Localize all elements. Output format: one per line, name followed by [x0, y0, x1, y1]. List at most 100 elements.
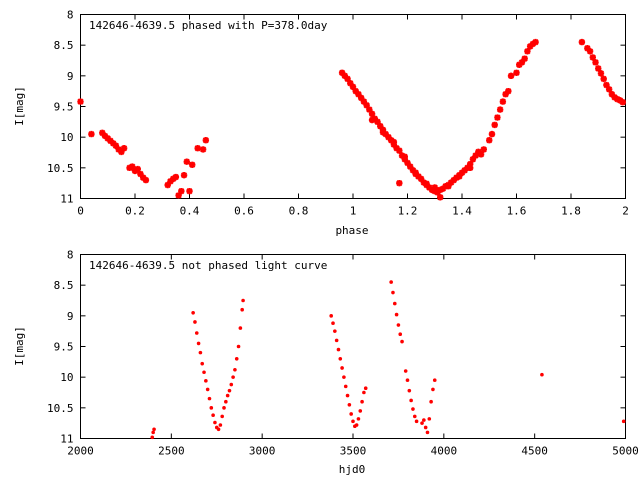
unphased-data-point [347, 402, 352, 407]
unphased-data-point [403, 369, 408, 373]
phased-x-tick-label: 1.2 [398, 205, 418, 218]
phased-data-point [178, 187, 185, 195]
phased-data-point [475, 148, 482, 156]
phased-y-tick-label: 10 [60, 131, 73, 144]
unphased-data-point [229, 382, 234, 387]
unphased-data-point [391, 290, 395, 295]
phased-data-point [338, 69, 346, 76]
unphased-data-point [240, 307, 244, 312]
unphased-data-point [396, 323, 401, 327]
phased-data-point [396, 179, 403, 187]
phased-x-tick-label: 2 [622, 205, 629, 218]
unphased-data-point [329, 314, 334, 318]
unphased-data-point [392, 301, 397, 306]
unphased-data-point [233, 368, 237, 372]
phased-data-point [461, 167, 468, 174]
unphased-data-point [407, 388, 412, 393]
unphased-data-point [621, 419, 626, 424]
phased-x-axis-label: phase [335, 224, 368, 237]
phased-chart-title: 142646-4639.5 phased with P=378.0day [89, 19, 328, 32]
phased-data-point [396, 147, 403, 154]
phased-data-point [407, 163, 414, 170]
unphased-data-point [338, 356, 343, 361]
unphased-y-tick-label: 10 [60, 371, 73, 384]
phased-data-point [477, 151, 485, 158]
unphased-data-point [200, 361, 205, 366]
phased-data-point [368, 110, 376, 118]
unphased-data-point [333, 329, 337, 333]
unphased-data-point [218, 423, 223, 427]
phased-data-point [189, 161, 196, 168]
phased-x-tick-label: 1.8 [561, 205, 581, 218]
unphased-data-point [331, 321, 335, 325]
unphased-data-point [234, 356, 239, 361]
phased-data-point [401, 153, 408, 160]
phased-data-point [466, 160, 474, 168]
phased-data-point [101, 132, 109, 140]
phased-data-point [434, 187, 441, 195]
unphased-x-tick-label: 3500 [340, 445, 367, 458]
phased-data-point [371, 115, 378, 122]
phased-data-point [107, 137, 114, 145]
unphased-y-axis-label: I[mag] [13, 326, 26, 366]
phased-data-point [199, 146, 207, 153]
phased-data-point [586, 48, 594, 55]
phased-data-point [398, 152, 406, 159]
unphased-data-point [191, 310, 195, 315]
unphased-data-point [222, 406, 226, 410]
unphased-data-point [363, 386, 368, 391]
unphased-data-point [425, 430, 430, 435]
phased-data-point [532, 38, 539, 46]
unphased-data-point [427, 417, 432, 421]
phased-data-point [453, 174, 460, 181]
phased-data-point [194, 145, 201, 152]
unphased-data-point [194, 331, 199, 335]
unphased-data-point [336, 347, 341, 352]
unphased-data-point [389, 280, 393, 284]
phased-data-points [77, 38, 626, 201]
unphased-data-point [241, 298, 245, 303]
unphased-data-point [204, 379, 208, 383]
unphased-data-point [358, 409, 363, 413]
phased-data-point [445, 183, 452, 190]
phased-y-tick-label: 8.5 [54, 39, 74, 52]
phased-data-point [202, 137, 210, 144]
phased-data-point [349, 83, 357, 91]
phased-data-point [480, 146, 487, 153]
unphased-data-point [225, 393, 230, 398]
unphased-data-point [414, 419, 419, 424]
phased-data-point [412, 169, 419, 176]
phased-data-point [456, 173, 463, 180]
phased-data-point [469, 156, 477, 163]
unphased-x-axis-label: hjd0 [339, 463, 366, 476]
phased-data-point [137, 170, 144, 178]
phased-data-point [374, 118, 381, 126]
phased-data-point [104, 135, 111, 142]
phased-data-point [180, 171, 188, 179]
phased-data-point [437, 194, 444, 201]
phased-data-point [99, 129, 106, 137]
phased-data-point [385, 133, 392, 141]
phased-data-point [494, 114, 501, 121]
phased-data-point [120, 145, 128, 152]
phased-data-point [110, 140, 117, 147]
phased-data-point [431, 184, 438, 191]
phased-data-point [589, 54, 596, 61]
unphased-plot-frame [80, 254, 626, 439]
phased-data-point [347, 79, 354, 87]
unphased-x-tick-label: 5000 [612, 445, 639, 458]
unphased-data-point [360, 399, 364, 404]
phased-data-point [115, 146, 122, 153]
phased-data-point [77, 98, 84, 105]
unphased-data-point [205, 387, 210, 392]
phased-data-point [423, 180, 430, 187]
unphased-data-point [394, 312, 399, 317]
phased-data-point [507, 72, 515, 80]
phased-data-point [472, 152, 479, 159]
unphased-data-point [398, 332, 403, 337]
unphased-data-point [354, 423, 359, 427]
unphased-data-point [209, 406, 214, 410]
unphased-data-point [224, 399, 228, 404]
phased-data-point [439, 185, 447, 192]
